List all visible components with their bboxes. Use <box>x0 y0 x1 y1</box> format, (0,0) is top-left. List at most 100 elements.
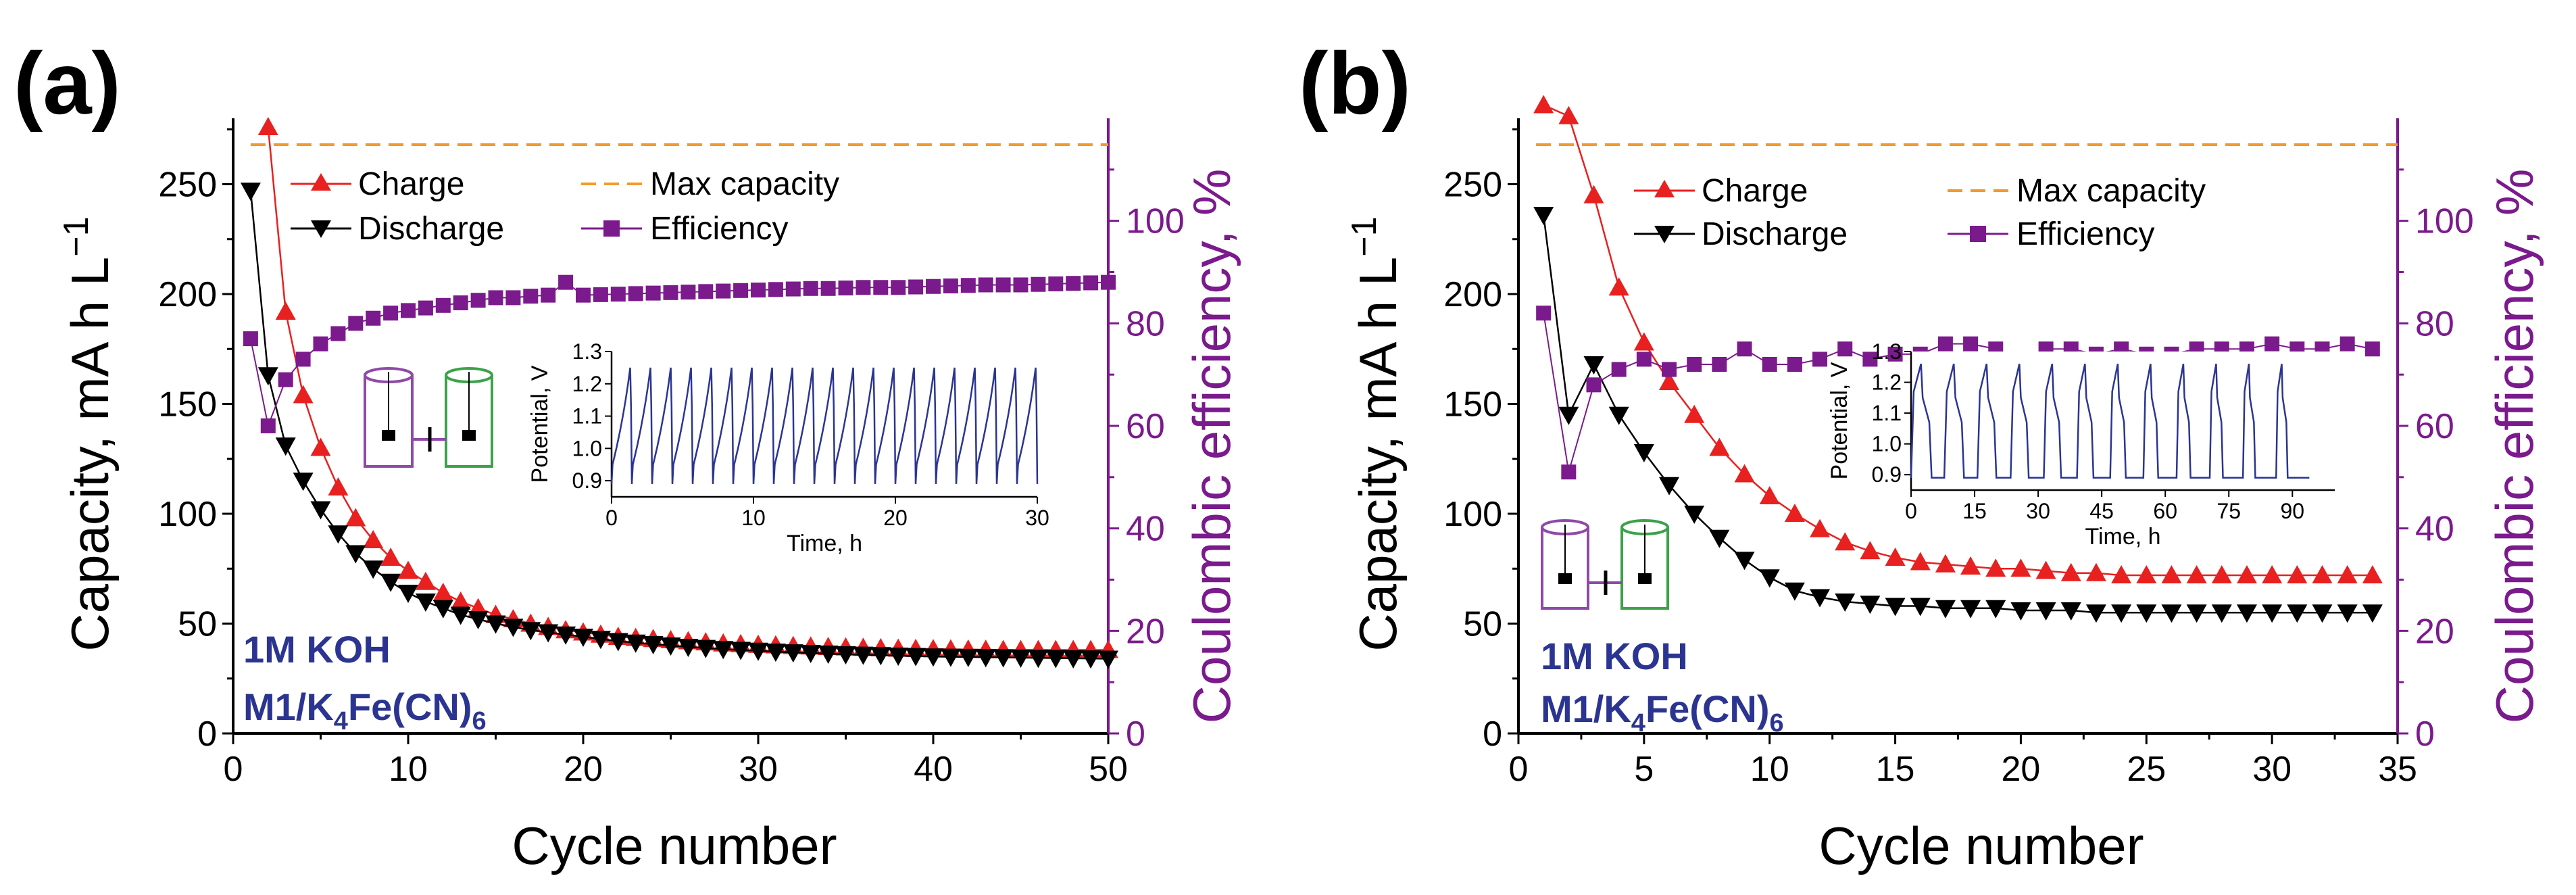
discharge-point <box>345 545 366 564</box>
legend-charge-marker-a <box>311 173 331 191</box>
y-tick-label: 150 <box>158 385 217 425</box>
discharge-point <box>1985 600 2006 619</box>
discharge-point <box>2236 604 2257 623</box>
efficiency-point <box>645 285 661 301</box>
charge-point <box>275 301 296 320</box>
efficiency-point <box>470 293 486 308</box>
y2-tick-label: 80 <box>2415 304 2454 343</box>
panel-label-a: (a) <box>14 34 121 132</box>
discharge-point <box>853 646 874 665</box>
efficiency-point <box>1611 362 1627 377</box>
y-tick-label: 100 <box>1443 495 1502 534</box>
discharge-point <box>450 606 471 625</box>
charge-point <box>2085 562 2106 581</box>
charge-point <box>1659 372 1680 390</box>
efficiency-point <box>1762 357 1777 372</box>
legend-efficiency-marker-b <box>1970 226 1986 242</box>
discharge-point <box>2136 604 2157 623</box>
efficiency-point <box>593 287 608 302</box>
y-tick-label: 0 <box>1483 715 1502 754</box>
charge-point <box>1583 185 1604 203</box>
charge-point <box>2337 565 2358 583</box>
charge-point <box>380 548 401 566</box>
legend-efficiency-b: Efficiency <box>1948 216 2155 252</box>
charge-point <box>2211 565 2232 583</box>
discharge-point <box>870 647 891 666</box>
efficiency-series-line <box>1543 313 2373 473</box>
cell-schematic-b <box>1541 519 1669 610</box>
efficiency-point <box>873 280 889 295</box>
discharge-point <box>940 648 961 667</box>
charge-point <box>1910 552 1931 571</box>
efficiency-point <box>576 287 591 303</box>
inset-y-tick-label: 1.3 <box>1872 339 1902 364</box>
efficiency-point <box>243 331 258 347</box>
inset-x-tick-label: 15 <box>1962 499 1987 523</box>
inset-a: 0 10 20 30 0.9 1.0 1.1 1.2 1.3 Time, h Potential, … <box>527 339 1049 556</box>
discharge-point <box>1010 649 1031 668</box>
efficiency-point <box>453 295 468 310</box>
efficiency-point <box>663 285 678 300</box>
discharge-point <box>678 638 699 657</box>
discharge-point <box>2262 604 2283 623</box>
discharge-point <box>485 615 506 634</box>
efficiency-point <box>348 316 364 331</box>
y2-tick-label: 60 <box>2415 407 2454 446</box>
efficiency-point <box>1963 336 1979 352</box>
charge-point <box>1759 486 1780 504</box>
discharge-point <box>1098 650 1118 669</box>
y-tick-label: 150 <box>1443 385 1502 425</box>
charge-point <box>1985 558 2006 577</box>
x-tick-label: 5 <box>1634 750 1654 789</box>
y2-tick-label: 0 <box>2415 715 2435 754</box>
efficiency-point <box>716 283 731 299</box>
inset-x-tick-label: 45 <box>2089 499 2114 523</box>
x-tick-label: 0 <box>224 750 243 789</box>
legend-discharge-label-a: Discharge <box>358 211 504 247</box>
charge-point <box>2312 565 2333 583</box>
discharge-point <box>1583 356 1604 374</box>
discharge-point <box>1608 406 1629 425</box>
inset-x-tick-label: 75 <box>2216 499 2241 523</box>
x-axis-title-b: Cycle number <box>1818 816 2144 875</box>
inset-y-tick-label: 1.3 <box>572 339 602 364</box>
discharge-point <box>503 619 524 637</box>
y-tick-label: 250 <box>158 166 217 205</box>
x-tick-label: 10 <box>389 750 428 789</box>
efficiency-point <box>1862 352 1878 367</box>
inset-y-tick-label: 1.2 <box>1872 370 1902 395</box>
x-tick-label: 15 <box>1876 750 1915 789</box>
discharge-point <box>625 634 646 653</box>
legend-a: Charge Discharge Max capacity Efficiency <box>291 166 839 247</box>
discharge-point <box>1784 582 1805 601</box>
discharge-point <box>520 622 541 641</box>
efficiency-point <box>278 372 293 387</box>
charge-point <box>363 530 384 548</box>
inset-y-axis-title: Potential, V <box>527 365 553 483</box>
discharge-point <box>432 600 453 619</box>
legend-max-capacity-b: Max capacity <box>1948 173 2206 209</box>
legend-discharge-label-b: Discharge <box>1702 216 1848 252</box>
inset-x-tick-label: 0 <box>1905 499 1917 523</box>
discharge-point <box>923 648 943 667</box>
efficiency-point <box>1536 306 1552 321</box>
discharge-point <box>2060 602 2081 621</box>
discharge-point <box>590 631 611 650</box>
y-tick-label: 50 <box>178 605 217 644</box>
charge-point <box>2060 562 2081 581</box>
efficiency-point <box>1712 357 1727 372</box>
x-tick-label: 40 <box>914 750 953 789</box>
efficiency-point <box>680 285 696 300</box>
charge-point <box>398 560 418 579</box>
discharge-point <box>660 637 681 656</box>
legend-discharge-marker-a <box>311 220 331 238</box>
electrolyte-label-a: 1M KOH <box>243 628 391 671</box>
discharge-point <box>2337 604 2358 623</box>
y2-tick-label: 40 <box>1126 510 1165 549</box>
electrolyte-label-b: 1M KOH <box>1541 635 1688 677</box>
discharge-point <box>1684 506 1705 524</box>
efficiency-point <box>1013 277 1029 293</box>
legend-discharge-a: Discharge <box>291 211 504 247</box>
inset-x-tick-label: 90 <box>2281 499 2305 523</box>
inset-potential-trace <box>1910 363 2310 479</box>
